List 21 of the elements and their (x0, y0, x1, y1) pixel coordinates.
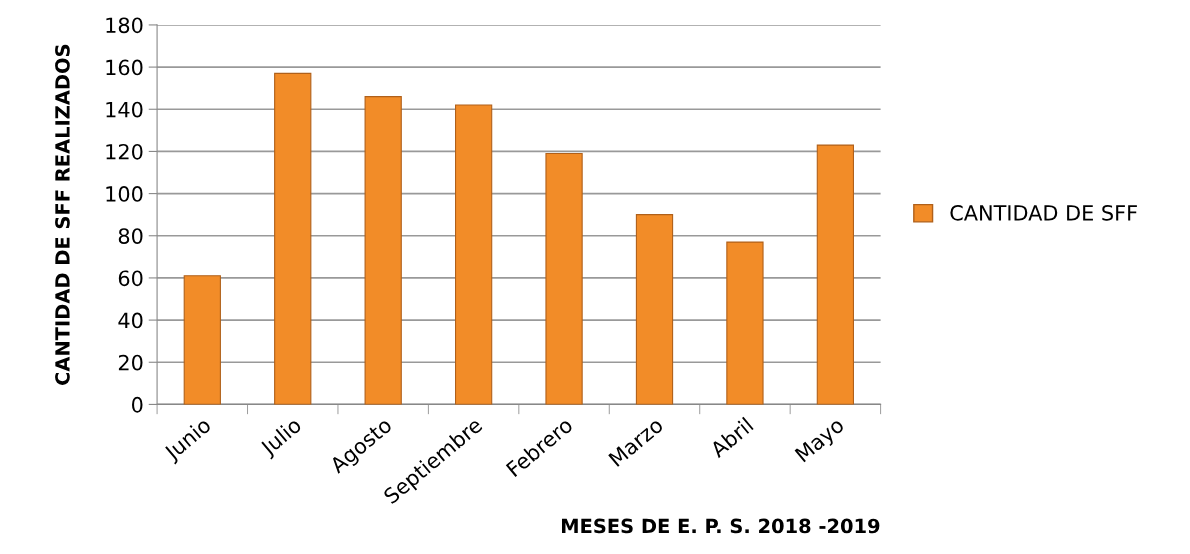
y-tick-label: 60 (118, 270, 143, 287)
y-tick-label: 0 (132, 396, 143, 413)
y-tick-label: 100 (106, 186, 143, 202)
y-tick-label: 160 (106, 59, 143, 76)
bar (364, 96, 402, 405)
bar (274, 72, 312, 405)
y-tick-label: 180 (106, 17, 143, 34)
x-axis-title: MESES DE E. P. S. 2018 -2019 (562, 518, 880, 534)
y-tick-label: 140 (106, 101, 143, 118)
bar (545, 152, 583, 405)
y-tick-label: 40 (118, 312, 143, 329)
bar (183, 275, 221, 405)
y-axis-title: CANTIDAD DE SFF REALIZADOS (55, 44, 70, 385)
bar (816, 144, 855, 405)
legend-label: CANTIDAD DE SFF (950, 204, 1137, 221)
y-tick-label: 20 (118, 354, 143, 371)
bar (635, 214, 674, 405)
y-tick-label: 120 (106, 143, 143, 160)
bar (726, 241, 764, 405)
bar (454, 104, 493, 405)
y-tick-label: 80 (118, 228, 143, 244)
